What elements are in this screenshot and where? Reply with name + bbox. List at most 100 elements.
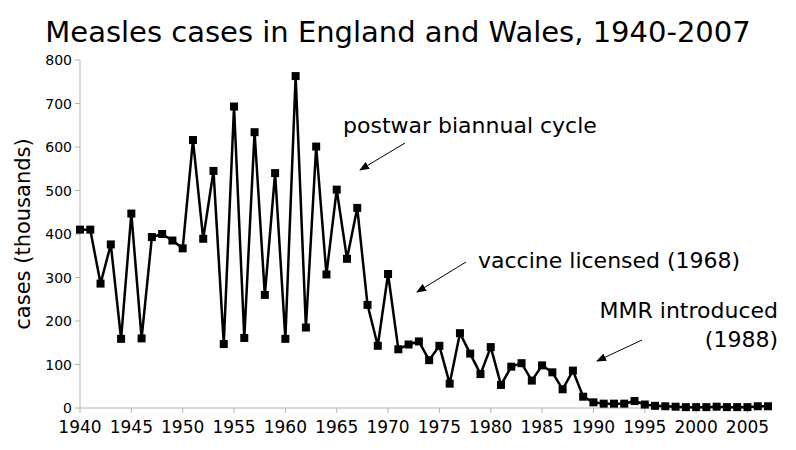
x-tick-label: 1940 [58, 417, 101, 437]
point [292, 72, 300, 80]
x-tick [336, 408, 337, 413]
chart: Measles cases in England and Wales, 1940… [0, 0, 796, 450]
point [589, 398, 597, 406]
point [425, 356, 433, 364]
point [692, 403, 700, 411]
point [333, 186, 341, 194]
point [251, 128, 259, 136]
point [518, 359, 526, 367]
y-tick-label: 600 [45, 139, 72, 155]
y-tick [75, 103, 80, 104]
x-tick [131, 408, 132, 413]
point [374, 342, 382, 350]
x-tick [644, 408, 645, 413]
point [476, 370, 484, 378]
point [353, 204, 361, 212]
y-tick-label: 300 [45, 270, 72, 286]
point [733, 403, 741, 411]
title: Measles cases in England and Wales, 1940… [45, 15, 750, 49]
y-tick-label: 0 [63, 400, 72, 416]
point [343, 255, 351, 263]
y-tick-label: 200 [45, 313, 72, 329]
point [435, 342, 443, 350]
point [271, 169, 279, 177]
point [405, 340, 413, 348]
annotation: postwar biannual cycle [343, 113, 597, 138]
y-tick-label: 400 [45, 226, 72, 242]
point [97, 280, 105, 288]
annotation: (1988) [705, 327, 778, 352]
point [466, 350, 474, 358]
x-tick-label: 1955 [212, 417, 255, 437]
annotation-arrow [417, 262, 466, 292]
y-tick [75, 190, 80, 191]
point [168, 237, 176, 245]
point [456, 329, 464, 337]
point [127, 210, 135, 218]
annotation: MMR introduced [600, 298, 778, 323]
y-tick [75, 277, 80, 278]
point [240, 334, 248, 342]
point [220, 340, 228, 348]
y-tick-label: 500 [45, 183, 72, 199]
point [579, 393, 587, 401]
point [682, 403, 690, 411]
series-line [80, 76, 768, 407]
x-tick-label: 1980 [469, 417, 512, 437]
point [148, 233, 156, 241]
point [158, 230, 166, 238]
y-axis-label: cases (thousands) [11, 138, 35, 329]
point [672, 403, 680, 411]
point [138, 334, 146, 342]
point [415, 337, 423, 345]
y-tick-label: 700 [45, 96, 72, 112]
annotation-arrow [597, 340, 642, 361]
point [446, 380, 454, 388]
point [384, 270, 392, 278]
point [199, 235, 207, 243]
point [610, 400, 618, 408]
point [322, 270, 330, 278]
x-tick-label: 1950 [161, 417, 204, 437]
plot-area [76, 72, 772, 411]
x-tick [439, 408, 440, 413]
point [559, 385, 567, 393]
annotation: vaccine licensed (1968) [478, 248, 740, 273]
point [117, 335, 125, 343]
point [528, 377, 536, 385]
point [743, 403, 751, 411]
point [312, 143, 320, 151]
point [281, 335, 289, 343]
annotation-arrow [360, 143, 405, 170]
point [76, 226, 84, 234]
point [538, 361, 546, 369]
x-tick [182, 408, 183, 413]
point [631, 397, 639, 405]
x-tick-label: 1990 [572, 417, 615, 437]
point [230, 103, 238, 111]
x-tick [490, 408, 491, 413]
point [702, 403, 710, 411]
x-tick-label: 1965 [315, 417, 358, 437]
point [364, 301, 372, 309]
y-tick [75, 60, 80, 61]
x-tick [80, 408, 81, 413]
x-tick [234, 408, 235, 413]
y-tick-label: 800 [45, 52, 72, 68]
point [261, 291, 269, 299]
point [641, 401, 649, 409]
y-tick [75, 147, 80, 148]
y-tick-label: 100 [45, 357, 72, 373]
x-tick-label: 1970 [366, 417, 409, 437]
point [507, 363, 515, 371]
y-tick [75, 364, 80, 365]
y-tick [75, 408, 80, 409]
point [107, 240, 115, 248]
point [661, 402, 669, 410]
point [497, 381, 505, 389]
x-tick [285, 408, 286, 413]
x-tick [542, 408, 543, 413]
x-tick [593, 408, 594, 413]
point [189, 136, 197, 144]
point [651, 402, 659, 410]
